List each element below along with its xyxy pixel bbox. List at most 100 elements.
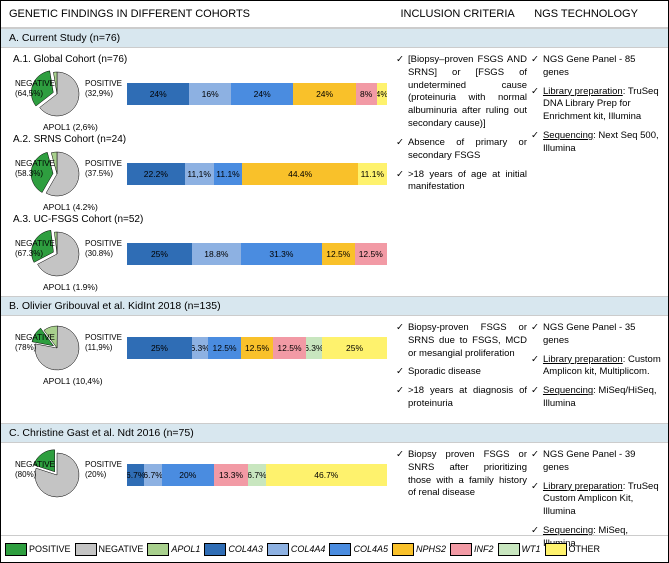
inclusion-list: ✓ [Biopsy–proven FSGS AND SRNS] or [FSGS … (396, 48, 531, 296)
check-item: ✓Sequencing: MiSeq/HiSeq, Illumina (531, 385, 662, 411)
legend-item-wt1: WT1 (498, 543, 541, 556)
check-item: ✓>18 years at diagnosis of proteinuria (396, 385, 527, 411)
stacked-bar: 25%18.8%31.3%12.5%12.5% (127, 243, 387, 265)
check-item: ✓ Sequencing: Next Seq 500, Illumina (531, 130, 662, 156)
check-text: >18 years at diagnosis of proteinuria (408, 385, 527, 411)
check-icon: ✓ (396, 322, 404, 335)
legend-label: NEGATIVE (99, 544, 144, 554)
svg-text:(58.3%): (58.3%) (15, 169, 43, 178)
check-text: Absence of primary or secondary FSGS (408, 137, 527, 163)
check-text: Sequencing: Next Seq 500, Illumina (543, 130, 662, 156)
check-text: Library preparation: Custom Amplicon kit… (543, 354, 662, 380)
bar-seg-col4a4: 16% (189, 83, 231, 105)
check-item: ✓Library preparation: TruSeq Custom Ampl… (531, 481, 662, 519)
check-item: ✓NGS Gene Panel - 85 genes (531, 54, 662, 80)
swatch-col4a5 (329, 543, 351, 556)
check-icon: ✓ (396, 137, 404, 150)
legend-label: COL4A5 (353, 544, 388, 554)
svg-text:POSITIVE: POSITIVE (85, 460, 122, 469)
check-icon: ✓ (531, 86, 539, 99)
check-text: [Biopsy–proven FSGS AND SRNS] or [FSGS o… (408, 54, 527, 131)
swatch-col4a3 (204, 543, 226, 556)
svg-text:POSITIVE: POSITIVE (85, 79, 122, 88)
check-item: ✓ NGS Gene Panel - 35 genes (531, 322, 662, 348)
chart-row: NEGATIVE(64,5%)POSITIVE(32,9%) 24%16%24%… (7, 66, 390, 122)
check-text: >18 years of age at initial manifestatio… (408, 169, 527, 195)
pie-chart: NEGATIVE(67.3%)POSITIVE(30.8%) (7, 226, 127, 282)
pie-chart: NEGATIVE(78%) POSITIVE(11,9%) (7, 320, 127, 376)
header-ngs: NGS TECHNOLOGY (534, 8, 668, 20)
pie-chart: NEGATIVE(58.3%)POSITIVE(37.5%) (7, 146, 127, 202)
pie-chart: NEGATIVE(64,5%)POSITIVE(32,9%) (7, 66, 127, 122)
bar-seg-col4a5: 24% (231, 83, 293, 105)
header-genetic: GENETIC FINDINGS IN DIFFERENT COHORTS (1, 8, 400, 20)
figure-container: GENETIC FINDINGS IN DIFFERENT COHORTS IN… (0, 0, 669, 563)
bar-seg-other: 4% (377, 83, 387, 105)
legend-item-nphs2: NPHS2 (392, 543, 446, 556)
bar-seg-inf2: 12.5% (355, 243, 387, 265)
check-icon: ✓ (531, 130, 539, 143)
legend-item-positive: POSITIVE (5, 543, 71, 556)
check-item: ✓Sporadic disease (396, 366, 527, 379)
check-icon: ✓ (396, 54, 404, 67)
legend: POSITIVE NEGATIVE APOL1 COL4A3 COL4A4 CO… (1, 535, 668, 562)
legend-item-col4a4: COL4A4 (267, 543, 326, 556)
chart-row: NEGATIVE(58.3%)POSITIVE(37.5%) 22.2%11,1… (7, 146, 390, 202)
swatch-other (545, 543, 567, 556)
legend-item-negative: NEGATIVE (75, 543, 144, 556)
check-item: ✓ Absence of primary or secondary FSGS (396, 137, 527, 163)
check-text: Sequencing: MiSeq/HiSeq, Illumina (543, 385, 662, 411)
bar-seg-col4a5: 11.1% (214, 163, 243, 185)
legend-item-col4a3: COL4A3 (204, 543, 263, 556)
legend-label: COL4A3 (228, 544, 263, 554)
svg-text:POSITIVE: POSITIVE (85, 333, 122, 342)
bar-seg-col4a3: 24% (127, 83, 189, 105)
bar-seg-nphs2: 44.4% (242, 163, 357, 185)
svg-text:NEGATIVE: NEGATIVE (15, 460, 55, 469)
section-title: C. Christine Gast et al. Ndt 2016 (n=75) (1, 423, 668, 443)
apol-label: APOL1 (1.9%) (43, 282, 390, 292)
bar-seg-col4a5: 31.3% (241, 243, 322, 265)
check-item: ✓Biopsy proven FSGS or SNRS after priori… (396, 449, 527, 500)
sections-container: A. Current Study (n=76)A.1. Global Cohor… (1, 28, 668, 563)
cohort-label: A.3. UC-FSGS Cohort (n=52) (13, 214, 390, 225)
bar-seg-wt1: 6.7% (248, 464, 265, 486)
bar-seg-col4a4: 18.8% (192, 243, 241, 265)
svg-text:(20%): (20%) (85, 470, 107, 479)
check-icon: ✓ (531, 322, 539, 335)
svg-text:(37.5%): (37.5%) (85, 169, 113, 178)
chart-row: NEGATIVE(80%)POSITIVE(20%) 6.7%6.7%20%13… (7, 447, 390, 503)
stacked-bar: 22.2%11,1%11.1%44.4%11.1% (127, 163, 387, 185)
svg-text:NEGATIVE: NEGATIVE (15, 333, 55, 342)
stacked-bar: 6.7%6.7%20%13.3%6.7%46.7% (127, 464, 387, 486)
check-text: NGS Gene Panel - 35 genes (543, 322, 662, 348)
check-icon: ✓ (396, 169, 404, 182)
check-item: ✓Biopsy-proven FSGS or SRNS due to FSGS,… (396, 322, 527, 360)
bar-seg-nphs2: 12.5% (322, 243, 354, 265)
swatch-nphs2 (392, 543, 414, 556)
check-item: ✓ >18 years of age at initial manifestati… (396, 169, 527, 195)
svg-text:NEGATIVE: NEGATIVE (15, 159, 55, 168)
stacked-bar: 24%16%24%24%8%4% (127, 83, 387, 105)
swatch-wt1 (498, 543, 520, 556)
check-text: NGS Gene Panel - 85 genes (543, 54, 662, 80)
bar-seg-col4a3: 22.2% (127, 163, 185, 185)
bar-seg-col4a3: 6.7% (127, 464, 144, 486)
check-text: Biopsy proven FSGS or SNRS after priorit… (408, 449, 527, 500)
swatch-col4a4 (267, 543, 289, 556)
bar-seg-col4a4: 6.7% (144, 464, 161, 486)
section-body: NEGATIVE(78%)POSITIVE(11,9%) 25%6.3%12.5… (1, 316, 668, 423)
svg-text:POSITIVE: POSITIVE (85, 239, 122, 248)
check-icon: ✓ (396, 366, 404, 379)
check-icon: ✓ (531, 354, 539, 367)
svg-text:(64,5%): (64,5%) (15, 89, 43, 98)
section-title: A. Current Study (n=76) (1, 28, 668, 48)
pie-chart: NEGATIVE(80%)POSITIVE(20%) (7, 447, 127, 503)
bar-seg-col4a5: 12.5% (208, 337, 240, 359)
svg-text:(11,9%): (11,9%) (85, 343, 113, 352)
svg-text:(32,9%): (32,9%) (85, 89, 113, 98)
section-charts: A.1. Global Cohort (n=76) NEGATIVE(64,5%… (1, 48, 396, 296)
svg-text:(78%): (78%) (15, 343, 37, 352)
bar-seg-nphs2: 12.5% (241, 337, 273, 359)
inclusion-list: ✓Biopsy-proven FSGS or SRNS due to FSGS,… (396, 316, 531, 423)
